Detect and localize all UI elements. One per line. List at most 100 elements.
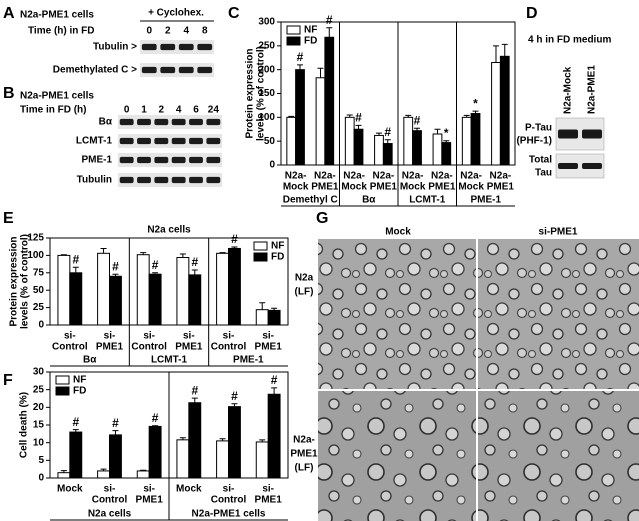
blot-row-label: LCMT-1	[76, 136, 113, 147]
error-bar	[463, 114, 470, 118]
x-tick-label: si-	[104, 484, 116, 495]
blot-row-label: Tubulin	[77, 175, 112, 186]
legend-label: NF	[73, 375, 86, 386]
bar	[97, 470, 110, 479]
time-label: Time (h) in FD	[28, 26, 94, 37]
error-bar	[443, 140, 450, 143]
error-bar	[179, 437, 186, 440]
legend-swatch	[55, 375, 70, 385]
significance-mark: #	[191, 383, 198, 397]
y-axis-label: Protein expression	[9, 236, 20, 326]
x-tick-label: Control	[52, 342, 88, 353]
row-label: (LF)	[295, 463, 314, 474]
error-bar	[472, 110, 479, 114]
error-bar	[326, 27, 333, 38]
x-tick-label: PME1	[136, 495, 164, 506]
error-bar	[60, 470, 67, 473]
error-bar	[355, 124, 362, 130]
error-bar	[100, 247, 107, 254]
x-tick-label: Mock	[458, 182, 484, 193]
bar	[295, 69, 305, 166]
bar	[441, 142, 452, 166]
blot-band	[171, 156, 186, 164]
legend-label: NF	[271, 241, 284, 252]
x-tick-label: PME1	[428, 182, 456, 193]
bar	[69, 431, 83, 479]
error-bar	[501, 43, 508, 57]
group-label: PME-1	[233, 355, 264, 366]
chart-title: N2a cells	[147, 225, 191, 236]
blot-treatment: + Cyclohex.	[148, 8, 204, 19]
blot-strip	[140, 40, 214, 54]
error-bar	[72, 266, 79, 273]
significance-mark: *	[444, 126, 449, 140]
blot-band	[160, 43, 176, 51]
x-tick-label: si-	[223, 331, 235, 342]
significance-mark: #	[231, 232, 238, 246]
x-tick-label: si-	[64, 331, 76, 342]
x-tick-label: si-	[262, 331, 274, 342]
bar	[382, 143, 393, 166]
panel-letter: C	[228, 5, 240, 22]
group-label: Demethyl C	[283, 195, 338, 206]
blot-band	[558, 163, 578, 169]
y-tick-label: 30	[33, 367, 45, 378]
error-bar	[112, 273, 119, 277]
error-bar	[191, 397, 198, 403]
plot-frame	[49, 237, 289, 326]
significance-mark: #	[191, 255, 198, 269]
blot-row-label: Total	[529, 155, 552, 166]
blot-band	[206, 176, 221, 184]
error-bar	[375, 132, 382, 136]
time-label: Time in FD (h)	[20, 105, 86, 116]
error-bar	[317, 67, 324, 78]
y-tick-label: 15	[33, 420, 45, 431]
blot-band	[137, 176, 151, 184]
blot-band	[141, 43, 157, 51]
significance-mark: #	[152, 411, 159, 425]
group-label: LCMT-1	[151, 355, 188, 366]
bar	[176, 439, 190, 479]
y-axis-label: levels (% of control)	[20, 234, 31, 329]
group-label: N2a-PME1 cells	[192, 509, 266, 520]
bar	[432, 133, 443, 166]
x-tick-label: Mock	[176, 484, 202, 495]
legend-swatch	[286, 36, 301, 46]
error-bar	[72, 429, 79, 433]
y-tick-label: 100	[258, 112, 275, 123]
bar	[136, 254, 150, 326]
bar	[69, 272, 83, 326]
error-bar	[384, 139, 391, 144]
x-tick-label: Mock	[57, 484, 83, 495]
blot-band	[206, 156, 221, 164]
x-tick-label: PME1	[96, 342, 124, 353]
error-bar	[434, 128, 441, 135]
error-bar	[288, 115, 295, 118]
x-tick-label: PME1	[487, 182, 515, 193]
error-bar	[152, 272, 159, 275]
significance-mark: #	[72, 252, 79, 266]
blot-band	[160, 66, 176, 74]
y-axis-label: Protein expression	[245, 48, 256, 138]
bar	[188, 274, 202, 326]
significance-mark: #	[231, 389, 238, 403]
y-tick-label: 10	[33, 437, 45, 448]
blot-band	[119, 156, 134, 164]
y-tick-label: 0	[38, 320, 44, 331]
significance-mark: #	[72, 415, 79, 429]
blot-band	[558, 129, 578, 139]
significance-mark: #	[112, 416, 119, 430]
y-tick-label: 125	[27, 233, 44, 244]
x-tick-label: PME1	[255, 495, 283, 506]
y-axis-label: Cell death (%)	[19, 392, 30, 458]
time-point: 0	[124, 105, 130, 116]
significance-mark: #	[384, 125, 391, 139]
blot-band	[154, 176, 169, 184]
blot-band	[178, 43, 194, 51]
y-tick-label: 25	[33, 384, 45, 395]
x-tick-label: N2a-	[431, 171, 453, 182]
error-bar	[271, 387, 278, 395]
bar	[461, 116, 472, 166]
x-tick-label: Mock	[283, 182, 309, 193]
blot-band	[154, 137, 169, 145]
